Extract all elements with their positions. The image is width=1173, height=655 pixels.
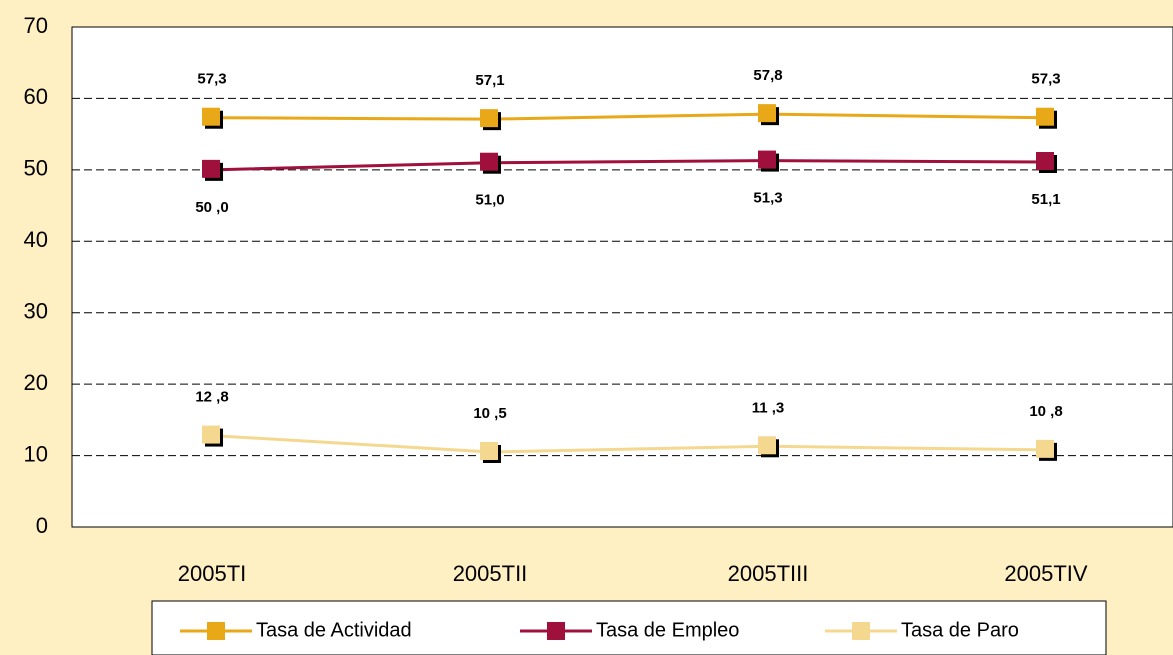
legend-marker xyxy=(207,622,225,640)
y-tick-label: 40 xyxy=(24,227,48,252)
y-tick-label: 60 xyxy=(24,84,48,109)
marker xyxy=(480,109,498,128)
marker xyxy=(1036,107,1054,126)
marker xyxy=(758,150,776,169)
series-line xyxy=(211,112,1047,121)
marker xyxy=(202,425,220,444)
legend-label: Tasa de Paro xyxy=(901,619,1019,641)
y-tick-label: 30 xyxy=(24,299,48,324)
data-label: 10 ,5 xyxy=(473,405,506,422)
data-label: 51,0 xyxy=(475,192,504,209)
y-tick-label: 10 xyxy=(24,441,48,466)
y-tick-label: 0 xyxy=(36,513,48,538)
marker xyxy=(1036,439,1054,458)
marker xyxy=(1036,152,1054,170)
data-label: 57,1 xyxy=(475,72,504,89)
marker xyxy=(202,159,220,178)
y-tick-label: 70 xyxy=(24,13,48,38)
x-tick-label: 2005TIV xyxy=(1004,561,1087,586)
data-label: 51,3 xyxy=(753,190,782,207)
legend-label: Tasa de Actividad xyxy=(256,619,412,641)
legend-box xyxy=(151,600,1107,655)
y-tick-label: 20 xyxy=(24,370,48,395)
x-tick-label: 2005TIII xyxy=(728,561,809,586)
marker xyxy=(480,442,498,460)
marker xyxy=(758,436,776,455)
series-line xyxy=(211,159,1047,172)
data-label: 57,3 xyxy=(197,71,226,88)
data-label: 10 ,8 xyxy=(1029,403,1062,420)
data-label: 12 ,8 xyxy=(195,389,228,406)
legend-marker xyxy=(547,622,565,640)
marker xyxy=(758,104,776,123)
data-label: 51,1 xyxy=(1031,191,1060,208)
data-label: 11 ,3 xyxy=(752,399,785,416)
marker xyxy=(480,152,498,171)
legend-marker xyxy=(852,622,870,640)
series-line xyxy=(211,434,1047,454)
data-label: 50 ,0 xyxy=(195,199,228,216)
data-label: 57,8 xyxy=(753,67,782,84)
y-tick-label: 50 xyxy=(24,156,48,181)
plot-area xyxy=(71,26,1173,528)
legend-label: Tasa de Empleo xyxy=(596,619,739,641)
x-tick-label: 2005TII xyxy=(453,561,528,586)
x-tick-label: 2005TI xyxy=(178,561,247,586)
data-label: 57,3 xyxy=(1031,71,1060,88)
marker xyxy=(202,107,220,126)
